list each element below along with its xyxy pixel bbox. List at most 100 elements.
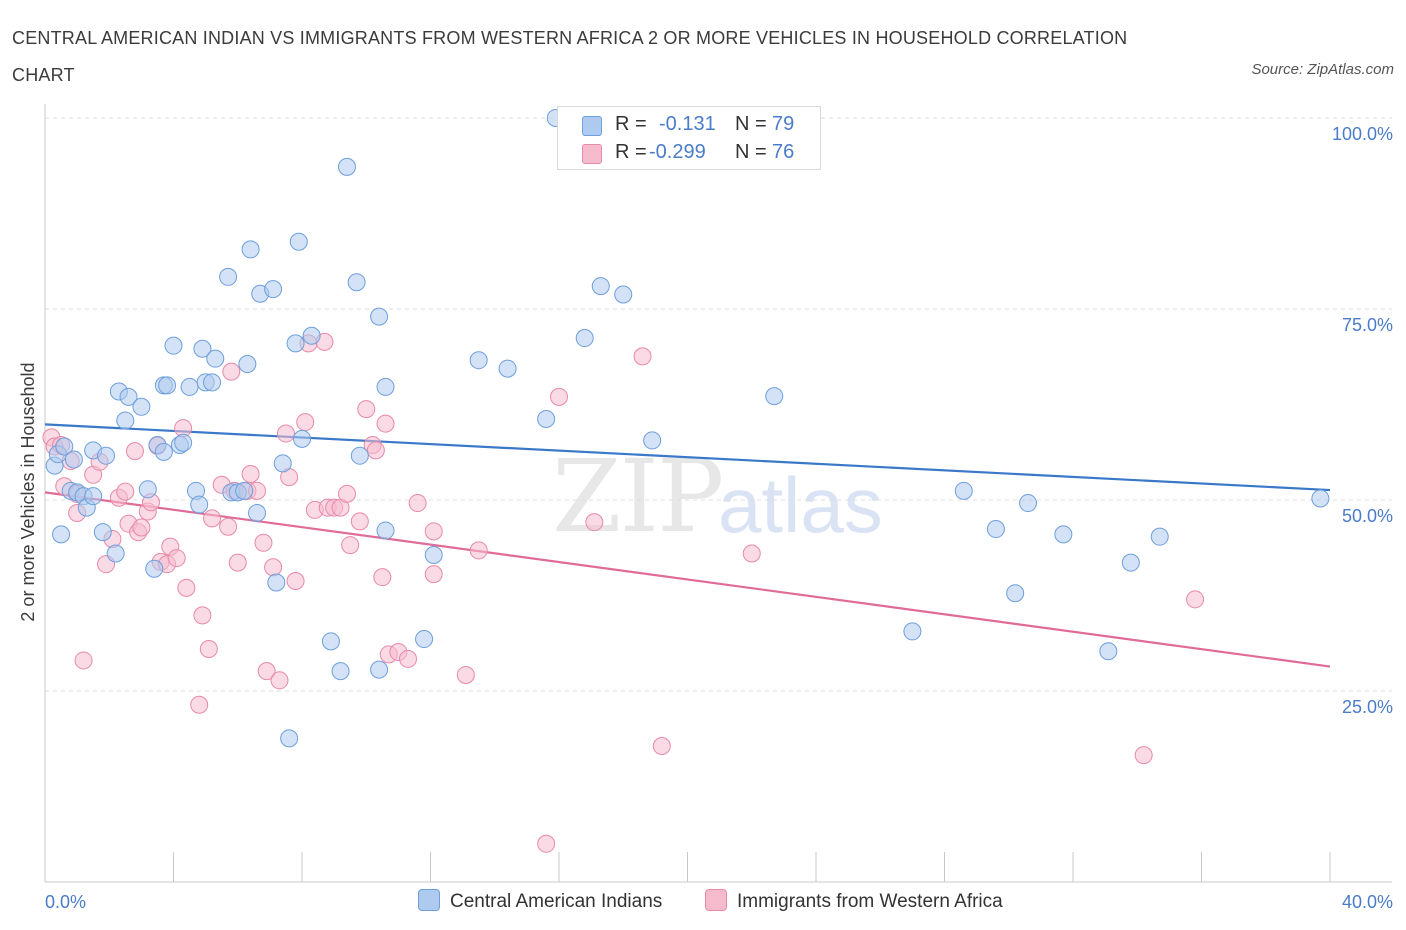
point-western-africa-15	[125, 442, 144, 461]
legend-item-central-american-indians: Central American Indians	[418, 888, 662, 916]
point-central-american-26	[174, 433, 193, 452]
point-central-american-63	[537, 410, 556, 429]
x-tick-label-min: 0.0%	[45, 892, 86, 912]
point-central-american-16	[119, 387, 138, 406]
r-value-blue: -0.131	[659, 113, 716, 135]
point-central-american-68	[643, 431, 662, 450]
n-label-blue: N =	[735, 113, 767, 135]
point-central-american-30	[193, 339, 212, 358]
point-central-american-73	[1006, 584, 1025, 603]
point-western-africa-30	[203, 509, 222, 528]
point-central-american-57	[376, 521, 395, 540]
point-central-american-50	[321, 632, 340, 651]
point-central-american-70	[903, 622, 922, 641]
point-central-american-9	[84, 487, 103, 506]
point-central-american-71	[954, 481, 973, 500]
y-tick-label-50: 50.0%	[1342, 506, 1393, 526]
point-central-american-74	[1019, 494, 1038, 513]
point-western-africa-66	[424, 522, 443, 541]
point-western-africa-63	[399, 649, 418, 668]
point-central-american-46	[286, 334, 305, 353]
point-central-american-53	[347, 273, 366, 292]
point-western-africa-45	[286, 571, 305, 590]
point-western-africa-72	[633, 347, 652, 366]
y-axis-title: 2 or more Vehicles in Household	[18, 362, 38, 621]
point-western-africa-27	[190, 695, 209, 714]
point-central-american-23	[158, 376, 177, 395]
point-western-africa-65	[424, 565, 443, 584]
point-central-american-72	[986, 520, 1005, 539]
legend-label-pink: Immigrants from Western Africa	[737, 891, 1003, 912]
gridlines	[45, 117, 1392, 692]
point-central-american-21	[154, 442, 173, 461]
y-tick-label-75: 75.0%	[1342, 315, 1393, 335]
n-value-pink: 76	[772, 141, 795, 163]
point-central-american-13	[106, 544, 125, 563]
r-label-pink: R =	[615, 141, 647, 163]
point-central-american-51	[331, 662, 350, 681]
point-western-africa-26	[177, 578, 196, 597]
point-central-american-18	[138, 480, 157, 499]
stats-legend: R = -0.131 N = 79 R = -0.299 N = 76	[557, 106, 821, 170]
point-western-africa-43	[276, 424, 295, 443]
trend-line-central-american	[44, 423, 1331, 492]
source-label: Source: ZipAtlas.com	[1251, 61, 1394, 78]
point-central-american-33	[206, 349, 225, 368]
point-central-american-37	[235, 481, 254, 500]
point-western-africa-60	[376, 414, 395, 433]
point-western-africa-35	[228, 553, 247, 572]
point-western-africa-28	[193, 606, 212, 625]
point-central-american-39	[241, 240, 260, 259]
point-western-africa-32	[219, 517, 238, 536]
point-central-american-27	[180, 377, 199, 396]
r-label-blue: R =	[615, 113, 647, 135]
axis-labels: 25.0% 50.0% 75.0% 100.0% 0.0% 40.0% 2 or more …	[18, 124, 1393, 912]
point-central-american-5	[64, 450, 83, 469]
point-central-american-54	[350, 446, 369, 465]
point-central-american-45	[280, 729, 299, 748]
point-central-american-58	[376, 377, 395, 396]
legend-item-immigrants-western-africa: Immigrants from Western Africa	[705, 888, 1003, 916]
point-central-american-47	[289, 232, 308, 251]
point-western-africa-59	[373, 568, 392, 587]
point-central-american-60	[424, 546, 443, 565]
point-central-american-52	[337, 157, 356, 176]
point-central-american-76	[1099, 642, 1118, 661]
point-central-american-42	[264, 280, 283, 299]
point-western-africa-75	[1134, 746, 1153, 765]
point-western-africa-54	[341, 536, 360, 555]
point-western-africa-55	[350, 512, 369, 531]
point-central-american-43	[267, 573, 286, 592]
point-central-american-75	[1054, 525, 1073, 544]
chart-title: CENTRAL AMERICAN INDIAN VS IMMIGRANTS FR…	[12, 28, 1128, 85]
point-western-africa-13	[116, 482, 135, 501]
point-western-africa-74	[742, 544, 761, 563]
point-central-american-67	[614, 285, 633, 304]
point-western-africa-42	[270, 671, 289, 690]
point-central-american-48	[293, 429, 311, 448]
series-immigrants-western-africa	[42, 332, 1205, 853]
legend-swatch-pink	[705, 889, 727, 911]
point-western-africa-69	[537, 834, 556, 853]
point-central-american-3	[55, 437, 74, 456]
point-western-africa-29	[199, 639, 218, 658]
point-western-africa-40	[257, 662, 276, 681]
point-central-american-62	[498, 359, 517, 378]
point-central-american-69	[765, 387, 784, 406]
r-value-pink: -0.299	[649, 141, 706, 163]
watermark-atlas: atlas	[718, 461, 883, 549]
legend-swatch-blue	[418, 889, 440, 911]
point-western-africa-73	[652, 737, 671, 756]
point-western-africa-46	[296, 413, 315, 432]
point-central-american-79	[1311, 489, 1330, 508]
y-tick-label-25: 25.0%	[1342, 697, 1393, 717]
point-central-american-15	[116, 411, 135, 430]
y-tick-label-100: 100.0%	[1332, 124, 1393, 144]
point-central-american-65	[575, 329, 594, 348]
blue-swatch	[582, 116, 602, 136]
point-western-africa-53	[337, 484, 356, 503]
point-western-africa-68	[469, 541, 488, 560]
point-central-american-17	[132, 397, 151, 416]
point-western-africa-56	[357, 400, 376, 419]
point-central-american-29	[190, 495, 209, 514]
